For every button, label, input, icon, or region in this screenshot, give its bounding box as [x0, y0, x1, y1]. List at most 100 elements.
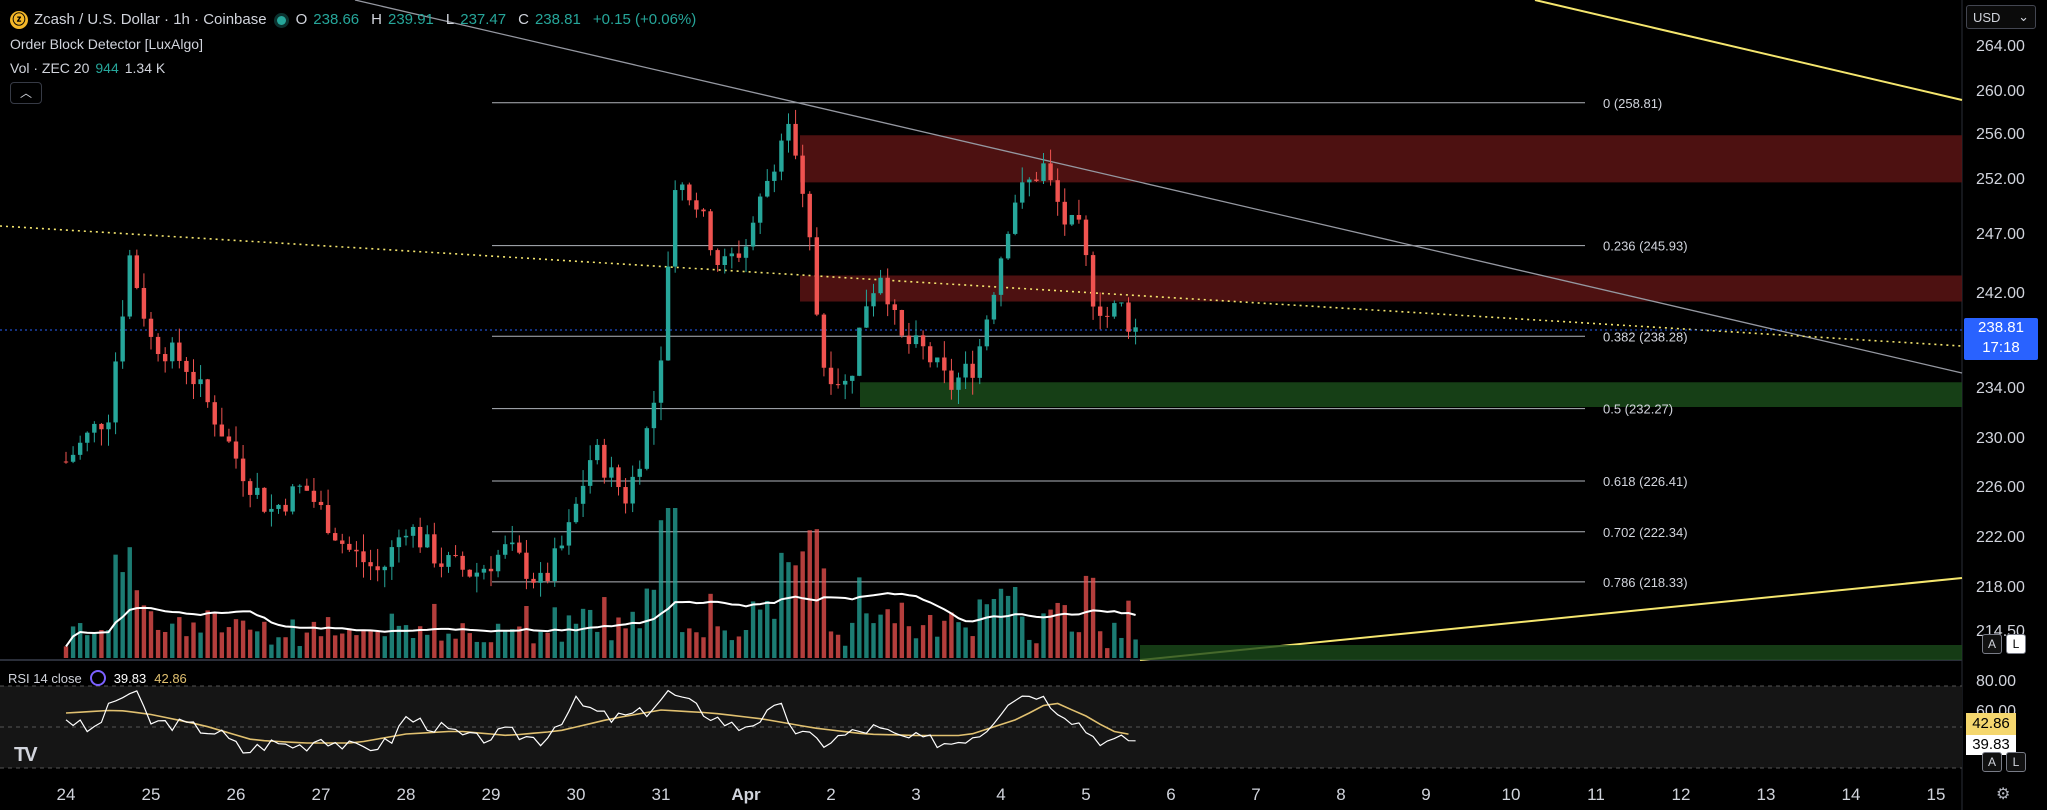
- candle-body: [247, 481, 253, 495]
- volume-bar: [906, 626, 912, 658]
- change-value: +0.15 (+0.06%): [592, 11, 697, 28]
- volume-bar: [1097, 631, 1103, 658]
- time-axis-label: 4: [996, 785, 1005, 804]
- indicator-name[interactable]: Order Block Detector [LuxAlgo]: [10, 36, 203, 52]
- time-axis-label: 26: [227, 785, 246, 804]
- volume-label[interactable]: Vol · ZEC 20: [10, 60, 90, 76]
- candle-body: [687, 184, 692, 201]
- candle-body: [113, 361, 118, 423]
- volume-bar: [347, 628, 352, 658]
- candle-body: [680, 184, 685, 191]
- candle-body: [644, 428, 650, 469]
- candle-body: [311, 490, 317, 502]
- volume-bar: [1027, 639, 1032, 658]
- candle-body: [170, 342, 175, 362]
- candle-body: [949, 370, 954, 390]
- volume-bar: [304, 632, 310, 658]
- time-axis-label: 2: [826, 785, 835, 804]
- candle-body: [389, 547, 395, 567]
- volume-bar: [517, 626, 522, 658]
- volume-bar: [701, 637, 706, 658]
- last-price: 238.81: [1978, 319, 2024, 336]
- price-axis-label: 256.00: [1976, 126, 2025, 143]
- time-axis-label: 3: [911, 785, 920, 804]
- volume-bar: [1112, 622, 1117, 658]
- rsi-label[interactable]: RSI 14 close: [8, 670, 82, 686]
- candle-body: [1090, 255, 1096, 307]
- candle-body: [1048, 163, 1053, 181]
- volume-bar: [672, 508, 678, 658]
- time-axis-label: 13: [1757, 785, 1776, 804]
- candle-body: [148, 318, 154, 337]
- currency-select[interactable]: USD ⌄: [1966, 5, 2036, 29]
- candle-body: [134, 255, 140, 288]
- time-axis-label: 14: [1842, 785, 1861, 804]
- volume-bar: [1090, 577, 1096, 658]
- volume-bar: [1126, 600, 1131, 658]
- candle-body: [410, 526, 416, 536]
- volume-bar: [1062, 605, 1067, 658]
- volume-bar: [134, 590, 140, 658]
- volume-bar: [432, 603, 437, 658]
- volume-bar: [417, 626, 423, 658]
- candle-body: [382, 566, 387, 571]
- volume-bar: [368, 631, 373, 658]
- volume-bar: [1119, 637, 1124, 658]
- rsi-auto-scale-button[interactable]: A: [1982, 752, 2002, 772]
- candle-body: [481, 568, 487, 573]
- volume-bar: [162, 631, 168, 658]
- volume-bar: [637, 628, 642, 658]
- candle-body: [70, 454, 76, 462]
- candle-body: [262, 487, 267, 512]
- volume-bar: [857, 577, 862, 658]
- candle-body: [772, 171, 777, 181]
- log-scale-label: L: [2012, 637, 2020, 651]
- time-axis-label: 15: [1927, 785, 1946, 804]
- volume-bar: [297, 646, 302, 658]
- volume-bar: [991, 598, 997, 658]
- volume-bar: [127, 547, 132, 658]
- candle-body: [694, 200, 699, 210]
- bull-zone-bottom: [1140, 645, 1962, 660]
- rsi-log-scale-button[interactable]: L: [2006, 752, 2026, 772]
- log-scale-button[interactable]: L: [2006, 634, 2026, 654]
- candle-body: [793, 123, 798, 156]
- candle-body: [701, 209, 706, 212]
- candle-body: [814, 237, 820, 315]
- tradingview-logo[interactable]: TV: [14, 744, 38, 766]
- candle-body: [304, 485, 310, 491]
- rsi-value-tag: 39.83: [1966, 735, 2016, 755]
- candle-body: [906, 335, 912, 345]
- candle-body: [595, 444, 600, 461]
- candle-body: [276, 504, 281, 509]
- price-axis-label: 226.00: [1976, 479, 2025, 496]
- candle-body: [120, 316, 125, 362]
- volume-bar: [842, 645, 848, 658]
- collapse-legend-button[interactable]: ︿: [10, 82, 42, 104]
- candle-body: [559, 545, 565, 549]
- auto-scale-label: A: [1987, 637, 1996, 651]
- candle-body: [722, 256, 727, 265]
- auto-scale-button[interactable]: A: [1982, 634, 2002, 654]
- volume-bar: [644, 588, 650, 658]
- candle-body: [184, 360, 189, 372]
- fib-level-label: 0.702 (222.34): [1603, 525, 1688, 540]
- candle-body: [77, 442, 83, 455]
- candle-body: [672, 190, 678, 267]
- volume-bar: [1069, 631, 1075, 658]
- gear-icon[interactable]: ⚙: [1996, 786, 2011, 803]
- symbol-title[interactable]: Zcash / U.S. Dollar · 1h · Coinbase: [34, 11, 267, 28]
- volume-bar: [184, 636, 189, 658]
- candle-body: [502, 544, 508, 555]
- candle-body: [467, 569, 472, 577]
- candle-body: [1112, 303, 1117, 317]
- candle-body: [935, 357, 940, 363]
- time-axis-label: 8: [1336, 785, 1345, 804]
- fib-level-label: 0 (258.81): [1603, 96, 1662, 111]
- last-price-tag: 238.81 17:18: [1964, 318, 2038, 360]
- high-label: H: [371, 11, 382, 28]
- low-value: 237.47: [460, 11, 507, 28]
- candle-body: [325, 505, 331, 534]
- volume-bar: [1083, 575, 1089, 658]
